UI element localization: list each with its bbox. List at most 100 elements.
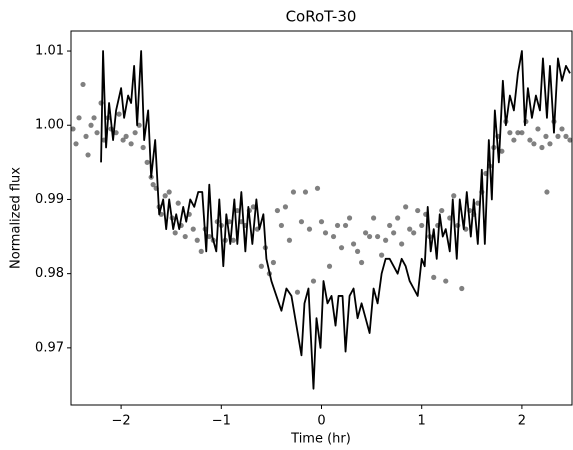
data-point [250,204,256,210]
data-point [531,141,537,147]
data-point [499,148,505,154]
data-point [403,204,409,210]
data-point [330,233,337,240]
data-point [362,230,369,236]
data-point [439,207,445,214]
y-tick-label: 0.97 [35,340,64,355]
data-point [282,204,289,210]
data-point [391,230,397,236]
data-point [314,185,321,191]
data-point [206,233,212,240]
data-point [278,222,285,229]
data-point [350,241,357,247]
data-point [128,141,134,147]
data-point [547,141,553,147]
data-point [387,222,393,229]
data-point [366,233,373,240]
data-point [443,278,449,284]
data-point [123,133,129,139]
data-point [274,207,281,214]
x-tick-label: 2 [518,414,526,429]
x-tick-label: 1 [418,414,426,429]
data-point [563,133,569,139]
data-point [162,193,168,199]
x-tick-label: 0 [317,414,325,429]
data-point [346,215,353,221]
data-point [459,285,465,292]
data-point [407,226,413,232]
data-point [175,200,181,206]
data-point [326,263,333,269]
data-point [395,215,401,221]
data-point [298,219,305,225]
y-tick-label: 0.98 [35,266,64,281]
data-point [451,193,457,199]
data-point [132,130,138,136]
data-point [190,226,196,232]
chart-title: CoRoT-30 [286,8,357,26]
data-point [83,133,89,139]
data-point [354,248,361,254]
x-axis-label: Time (hr) [290,432,351,447]
data-point [527,137,533,143]
data-point [172,230,178,236]
data-point [302,189,309,195]
data-line [100,50,571,390]
data-point [286,237,293,243]
data-point [539,144,545,151]
data-point [411,230,417,236]
data-point [559,126,565,132]
data-point [144,159,150,165]
data-point [88,122,94,128]
data-point [294,289,301,295]
data-point [511,137,517,143]
x-tick-label: −1 [212,414,231,429]
plot-frame [70,30,573,406]
data-point [555,133,561,139]
data-point [383,237,389,243]
data-point [85,152,91,158]
data-point [290,189,297,195]
data-point [507,130,513,136]
data-point [194,237,200,243]
data-point [70,126,76,132]
data-point [116,111,122,117]
data-point [310,278,317,284]
data-point [342,222,349,229]
data-point [270,259,277,266]
data-point [431,274,437,280]
data-point [379,252,385,258]
data-point [415,207,421,214]
data-point [120,137,126,143]
data-point [306,226,313,232]
data-point [371,215,377,221]
data-point [334,222,341,229]
data-point [182,233,188,240]
data-point [76,115,82,121]
data-point [322,230,329,236]
y-tick-label: 1.00 [35,118,64,133]
data-point [318,219,325,225]
data-point [535,126,541,132]
data-point [515,130,521,136]
data-point [150,182,156,188]
data-point [567,137,573,143]
data-point [358,259,365,266]
x-tick-label: −2 [112,414,131,429]
data-point [230,237,236,243]
data-point [198,248,204,254]
y-tick-label: 1.01 [35,44,64,59]
data-point [543,133,549,139]
data-point [258,263,264,269]
data-point [94,130,100,136]
data-point [91,115,97,121]
data-point [399,241,405,247]
data-point [419,222,425,229]
data-point [73,141,79,147]
data-point [140,144,146,151]
y-tick-label: 0.99 [35,192,64,207]
y-axis-label: Normalized flux [9,167,24,269]
data-point [338,245,345,251]
